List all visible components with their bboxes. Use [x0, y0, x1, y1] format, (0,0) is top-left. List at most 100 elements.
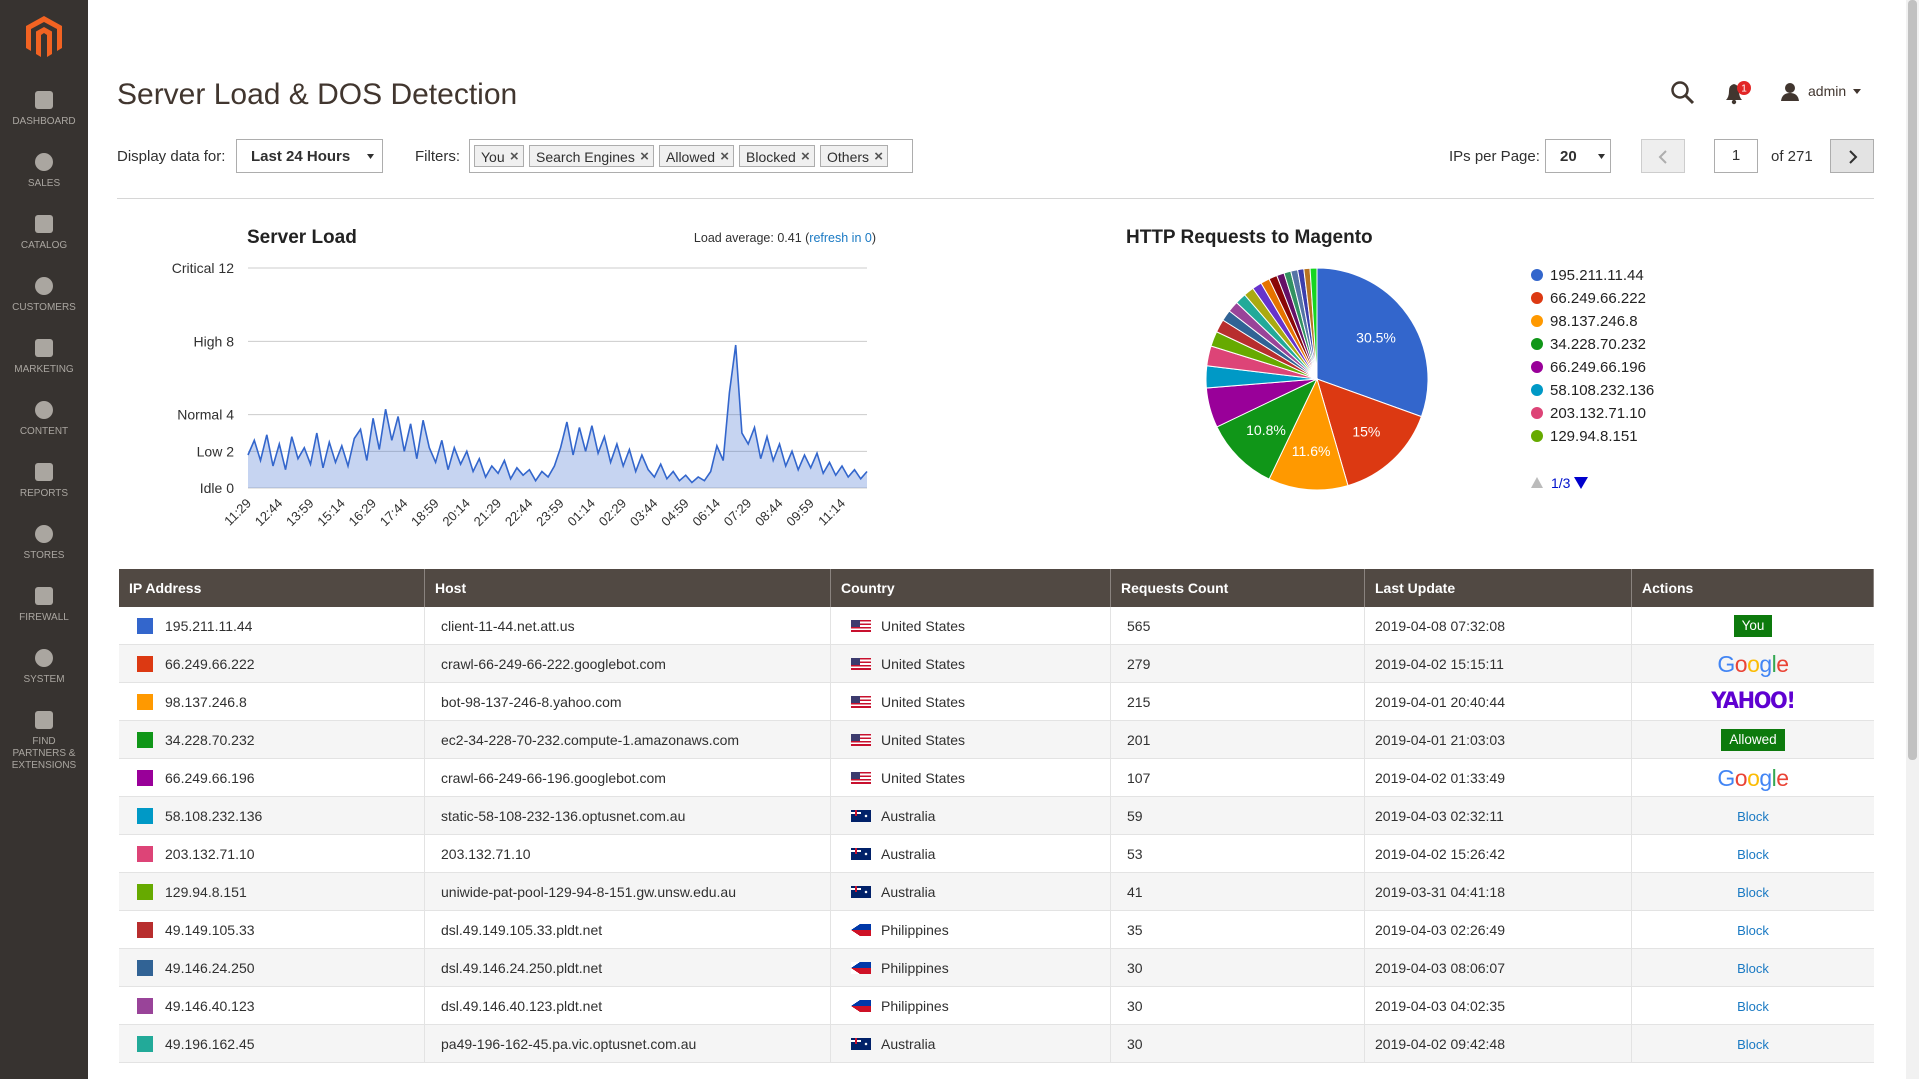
- range-select[interactable]: Last 24 Hours: [236, 139, 383, 173]
- menu-label: SALES: [27, 178, 61, 189]
- legend-swatch: [1531, 384, 1543, 396]
- menu-icon: [35, 401, 53, 419]
- x-tick-label: 17:44: [377, 496, 411, 530]
- notifications[interactable]: 1: [1722, 78, 1752, 106]
- action-link[interactable]: Block: [1737, 923, 1769, 938]
- menu-icon: [35, 463, 53, 481]
- menu-item[interactable]: REPORTS: [0, 460, 88, 500]
- user-caret[interactable]: [1853, 88, 1863, 96]
- filter-chip[interactable]: Search Engines: [529, 145, 654, 168]
- ip-cell: 129.94.8.151: [119, 873, 425, 911]
- country: Philippines: [881, 922, 949, 938]
- ip: 129.94.8.151: [165, 884, 247, 900]
- flag: [851, 1038, 871, 1050]
- action-logo: Google: [1717, 651, 1789, 677]
- logo[interactable]: [26, 16, 62, 58]
- action-link[interactable]: Block: [1737, 847, 1769, 862]
- action-link[interactable]: Block: [1737, 809, 1769, 824]
- x-tick-label: 11:14: [815, 496, 848, 529]
- y-tick-label: High 8: [194, 333, 235, 349]
- country: United States: [881, 694, 966, 710]
- refresh-link[interactable]: refresh in 0: [809, 231, 872, 245]
- ip: 203.132.71.10: [165, 846, 255, 862]
- filter-chip[interactable]: Allowed: [659, 145, 735, 168]
- display-label: Display data for:: [117, 148, 226, 165]
- menu-item[interactable]: STORES: [0, 522, 88, 562]
- requests: 201: [1127, 732, 1151, 748]
- filter-box[interactable]: YouSearch EnginesAllowedBlockedOthers: [469, 139, 913, 173]
- country-cell: Philippines: [831, 987, 1111, 1025]
- legend-label: 66.249.66.196: [1550, 359, 1646, 376]
- charts: Server Load Load average: 0.41 (refresh …: [172, 227, 1655, 530]
- ip-cell: 49.149.105.33: [119, 911, 425, 949]
- filter-chip[interactable]: Others: [820, 145, 889, 168]
- menu-icon: [35, 277, 53, 295]
- menu-item[interactable]: FIREWALL: [0, 584, 88, 624]
- menu-item[interactable]: CONTENT: [0, 398, 88, 438]
- menu-icon-shape: [35, 587, 53, 605]
- menu-item[interactable]: SYSTEM: [0, 646, 88, 686]
- update-cell: 2019-04-03 02:32:11: [1365, 797, 1632, 835]
- scrollbar[interactable]: [1906, 0, 1919, 1079]
- user-name[interactable]: admin: [1808, 83, 1847, 99]
- menu-icon-shape: [35, 153, 53, 171]
- per-page-select[interactable]: 20: [1545, 139, 1611, 173]
- country-cell: Philippines: [831, 949, 1111, 987]
- next-page[interactable]: [1830, 139, 1874, 173]
- menu-item[interactable]: DASHBOARD: [0, 88, 88, 128]
- action-link[interactable]: Block: [1737, 1037, 1769, 1052]
- x-tick-label: 20:14: [439, 496, 473, 530]
- menu-icon-shape: [35, 525, 53, 543]
- x-tick-label: 21:29: [471, 496, 505, 530]
- requests: 53: [1127, 846, 1143, 862]
- table-row: 49.149.105.33 dsl.49.149.105.33.pldt.net P…: [119, 911, 1874, 949]
- x-tick-label: 15:14: [314, 496, 348, 530]
- ip-cell: 49.146.24.250: [119, 949, 425, 987]
- actions-cell: Block: [1632, 835, 1874, 873]
- update-cell: 2019-04-01 21:03:03: [1365, 721, 1632, 759]
- country-cell: Australia: [831, 873, 1111, 911]
- country-cell: United States: [831, 721, 1111, 759]
- filter-chip[interactable]: You: [474, 145, 524, 168]
- menu-item[interactable]: SALES: [0, 150, 88, 190]
- requests-cell: 35: [1111, 911, 1365, 949]
- page-input[interactable]: 1: [1714, 139, 1758, 173]
- menu-item[interactable]: FIND PARTNERS & EXTENSIONS: [0, 708, 88, 772]
- select-caret: [367, 154, 374, 159]
- menu-item[interactable]: CATALOG: [0, 212, 88, 252]
- action-link[interactable]: Block: [1737, 999, 1769, 1014]
- requests-cell: 279: [1111, 645, 1365, 683]
- prev-page[interactable]: [1641, 139, 1685, 173]
- y-tick-label: Low 2: [197, 443, 235, 459]
- search-icon[interactable]: [1670, 80, 1696, 106]
- action-link[interactable]: Block: [1737, 885, 1769, 900]
- country: United States: [881, 732, 966, 748]
- flag: [851, 962, 871, 974]
- last-update: 2019-04-03 02:26:49: [1375, 922, 1505, 938]
- menu-item[interactable]: MARKETING: [0, 336, 88, 376]
- menu-icon-shape: [35, 711, 53, 729]
- country: Australia: [881, 808, 936, 824]
- menu-label: SYSTEM: [23, 674, 65, 685]
- user-icon[interactable]: [1780, 82, 1800, 102]
- slice-label: 30.5%: [1356, 330, 1396, 346]
- requests: 30: [1127, 998, 1143, 1014]
- flag: [851, 810, 871, 822]
- last-update: 2019-04-03 04:02:35: [1375, 998, 1505, 1014]
- filter-chip[interactable]: Blocked: [739, 145, 815, 168]
- chart-title: Server Load: [247, 227, 357, 248]
- scrollbar-thumb[interactable]: [1908, 0, 1917, 760]
- menu-label: FIND PARTNERS & EXTENSIONS: [11, 736, 77, 771]
- legend-swatch: [1531, 430, 1543, 442]
- ip: 49.146.40.123: [165, 998, 255, 1014]
- requests-cell: 215: [1111, 683, 1365, 721]
- ip: 49.146.24.250: [165, 960, 255, 976]
- menu-icon-shape: [35, 463, 53, 481]
- legend-swatch: [1531, 338, 1543, 350]
- x-tick-label: 09:59: [783, 496, 817, 530]
- legend-swatch: [1531, 407, 1543, 419]
- menu-item[interactable]: CUSTOMERS: [0, 274, 88, 314]
- table-row: 66.249.66.196 crawl-66-249-66-196.googleb…: [119, 759, 1874, 797]
- action-link[interactable]: Block: [1737, 961, 1769, 976]
- ip-cell: 203.132.71.10: [119, 835, 425, 873]
